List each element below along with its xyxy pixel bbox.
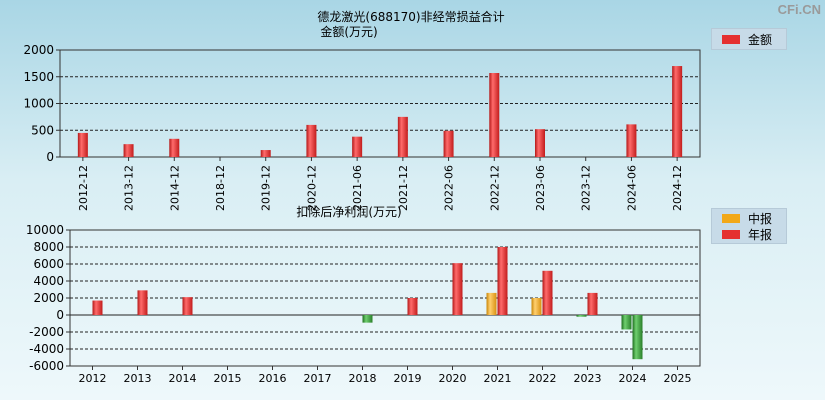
chart2-bar-annual	[407, 298, 418, 315]
chart1-bar	[169, 138, 180, 157]
chart1-xtick-label: 2024-06	[625, 165, 638, 211]
chart2-ytick-label: 8000	[33, 240, 64, 254]
chart1-bar	[123, 144, 134, 157]
chart2-xtick-label: 2013	[124, 372, 152, 385]
chart1-legend: 金额	[711, 28, 787, 50]
chart2-xtick-label: 2025	[664, 372, 692, 385]
legend-label-amount: 金额	[748, 32, 773, 47]
chart1-xtick-label: 2021-12	[397, 165, 410, 211]
chart1-xtick-label: 2022-12	[488, 165, 501, 211]
legend-swatch-annual	[722, 229, 740, 239]
chart2-title: 扣除后净利润(万元)	[296, 204, 401, 219]
chart2-xtick-label: 2018	[349, 372, 377, 385]
chart2-ytick-label: 6000	[33, 257, 64, 271]
chart1-bar	[626, 124, 637, 157]
chart2-bar-annual	[182, 297, 193, 315]
chart2-xtick-label: 2023	[574, 372, 602, 385]
chart2-xtick-label: 2012	[79, 372, 107, 385]
chart2-bar-annual	[137, 290, 148, 315]
legend-swatch-interim	[722, 213, 740, 223]
chart2-bar-annual	[587, 292, 598, 315]
chart1-ytick-label: 2000	[23, 43, 54, 57]
chart2-bar-interim	[531, 298, 542, 315]
legend-label-interim: 中报	[748, 211, 773, 226]
chart1-title: 德龙激光(688170)非经常损益合计	[317, 9, 504, 24]
chart1-bar	[306, 124, 317, 157]
chart2-ytick-label: -6000	[29, 359, 64, 373]
chart2-ytick-label: 10000	[26, 223, 64, 237]
chart2-xtick-label: 2017	[304, 372, 332, 385]
chart1-xtick-label: 2020-12	[305, 165, 318, 211]
chart1-xtick-label: 2012-12	[77, 165, 90, 211]
chart1-xtick-label: 2023-12	[580, 165, 593, 211]
chart1-bar	[77, 132, 88, 157]
chart2-bar-annual	[542, 270, 553, 315]
chart1-bar	[443, 130, 454, 157]
chart1-xtick-label: 2024-12	[671, 165, 684, 211]
chart1-xtick-label: 2018-12	[214, 165, 227, 211]
watermark: CFi.CN	[777, 2, 821, 17]
chart2-xtick-label: 2021	[484, 372, 512, 385]
chart1-bar	[489, 73, 500, 157]
chart2-bar-interim	[621, 315, 632, 330]
chart2-bar-annual	[92, 300, 103, 315]
chart1-bar	[352, 136, 363, 157]
chart1-xtick-label: 2019-12	[260, 165, 273, 211]
chart2-xtick-label: 2024	[619, 372, 647, 385]
chart1-xtick-label: 2013-12	[123, 165, 136, 211]
legend-swatch-amount	[722, 34, 740, 44]
chart2-bar-annual	[497, 247, 508, 315]
chart1-ytick-label: 1000	[23, 97, 54, 111]
chart2-ytick-label: 2000	[33, 291, 64, 305]
chart2-legend: 中报 年报	[711, 208, 787, 244]
chart1-subtitle: 金额(万元)	[320, 24, 377, 39]
chart2-ytick-label: 0	[56, 308, 64, 322]
chart2-ytick-label: -4000	[29, 342, 64, 356]
chart2-xtick-label: 2015	[214, 372, 242, 385]
chart1-ytick-label: 1500	[23, 70, 54, 84]
chart1-xtick-label: 2014-12	[168, 165, 181, 211]
chart1-xtick-label: 2023-06	[534, 165, 547, 211]
legend-label-annual: 年报	[748, 227, 773, 242]
chart1-xtick-label: 2021-06	[351, 165, 364, 211]
chart2-xtick-label: 2014	[169, 372, 197, 385]
chart1-bar	[535, 129, 545, 157]
chart2-ytick-label: 4000	[33, 274, 64, 288]
chart2-xtick-label: 2019	[394, 372, 422, 385]
chart2-xtick-label: 2020	[439, 372, 467, 385]
chart2-bar-annual	[632, 315, 643, 360]
chart1-xtick-label: 2022-06	[443, 165, 456, 211]
chart2-ytick-label: -2000	[29, 325, 64, 339]
chart1-bar	[260, 150, 271, 157]
chart2-bar-annual	[362, 315, 373, 323]
chart2-xtick-label: 2022	[529, 372, 557, 385]
chart1-ytick-label: 500	[31, 123, 54, 137]
chart1-bar	[397, 116, 408, 157]
chart1-ytick-label: 0	[46, 150, 54, 164]
chart2-bar-interim	[576, 315, 587, 317]
chart2-bar-annual	[452, 263, 463, 315]
chart1-bar	[672, 66, 683, 157]
chart2-bar-interim	[486, 292, 497, 315]
chart2-xtick-label: 2016	[259, 372, 287, 385]
